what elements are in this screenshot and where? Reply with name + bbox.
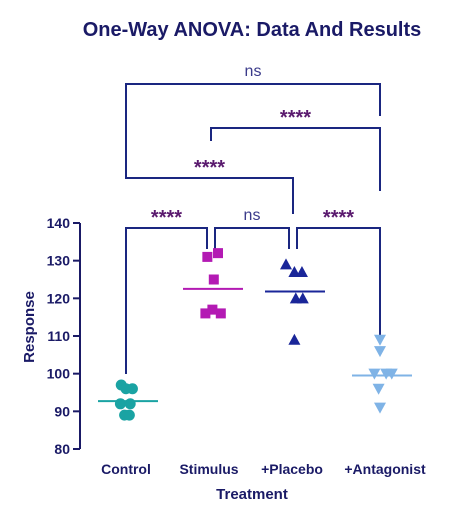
- data-point: [374, 334, 386, 346]
- y-tick-label: 100: [47, 366, 71, 382]
- significance-label: ****: [280, 107, 311, 129]
- y-tick-label: 110: [47, 328, 70, 344]
- y-tick-label: 90: [54, 403, 70, 419]
- y-tick-label: 120: [47, 290, 71, 306]
- comparison-bracket: [214, 227, 290, 249]
- significance-label: ns: [245, 63, 262, 80]
- comparison-bracket: [296, 227, 381, 336]
- x-tick-label: Control: [101, 461, 151, 477]
- mean-lines: [98, 287, 412, 403]
- y-axis-label: Response: [21, 291, 38, 363]
- comparison-bracket: [210, 127, 381, 191]
- data-point: [126, 383, 138, 395]
- data-point: [213, 248, 223, 259]
- comparison-bracket: [125, 227, 208, 374]
- data-point: [374, 346, 386, 358]
- x-tick-label: +Antagonist: [344, 461, 426, 477]
- x-tick-label: Stimulus: [179, 461, 238, 477]
- data-point: [374, 402, 386, 414]
- comparison-bracket: [125, 83, 381, 164]
- data-point: [200, 308, 211, 319]
- data-point: [280, 258, 292, 270]
- comparison-brackets: **** ns **** **** **** ns: [125, 63, 381, 374]
- data-point: [124, 398, 136, 410]
- data-point: [296, 292, 309, 304]
- significance-label: ****: [151, 207, 182, 229]
- data-point: [114, 398, 126, 410]
- data-points: [114, 248, 398, 421]
- data-point: [288, 333, 301, 345]
- y-tick-label: 140: [47, 215, 71, 231]
- y-ticks: 80 90 100 110 120 130 140: [47, 215, 80, 457]
- y-tick-label: 130: [47, 253, 71, 269]
- x-axis-label: Treatment: [216, 486, 288, 503]
- data-point: [123, 409, 135, 421]
- comparison-bracket: [125, 164, 294, 214]
- data-point: [372, 383, 385, 395]
- data-point: [368, 368, 381, 380]
- chart-title: One-Way ANOVA: Data And Results: [83, 19, 422, 41]
- data-point: [288, 265, 301, 277]
- significance-label: ns: [244, 207, 261, 224]
- x-ticks: Control Stimulus +Placebo +Antagonist: [101, 461, 426, 477]
- data-point: [385, 368, 398, 380]
- x-tick-label: +Placebo: [261, 461, 323, 477]
- data-point: [208, 274, 219, 285]
- data-point: [215, 308, 226, 319]
- significance-label: ****: [323, 207, 354, 229]
- data-point: [207, 304, 218, 315]
- data-point: [202, 251, 213, 262]
- data-point: [295, 265, 308, 277]
- y-tick-label: 80: [54, 441, 70, 457]
- significance-label: ****: [194, 157, 225, 179]
